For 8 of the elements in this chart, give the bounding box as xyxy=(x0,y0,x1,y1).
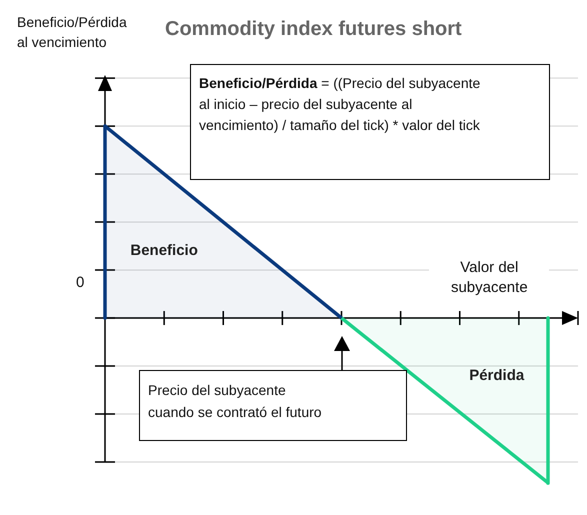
series-label: Beneficio xyxy=(130,242,198,259)
x-axis-title: Valor del subyacente xyxy=(429,258,550,298)
chart-title: Commodity index futures short xyxy=(165,18,462,41)
formula-box: Beneficio/Pérdida = ((Precio del subyacente al inicio – precio del subyacente al vencimiento) / tamaño del tick) * valor del tick xyxy=(190,64,550,180)
text: 0 xyxy=(76,274,84,292)
series-label: Pérdida xyxy=(469,366,525,384)
note-box: Precio del subyacente cuando se contrató el futuro xyxy=(139,370,407,442)
text: Beneficio/Pérdida al vencimiento xyxy=(17,13,128,52)
